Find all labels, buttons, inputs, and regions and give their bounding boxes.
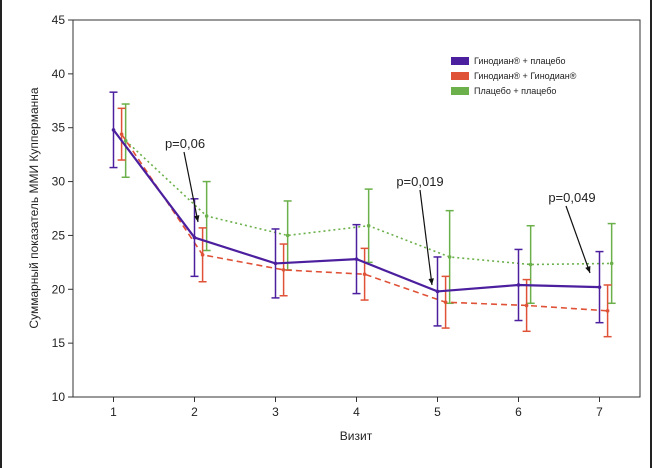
data-point — [273, 261, 278, 266]
legend-label-ginodian-placebo: Гинодиан® + плацебо — [474, 56, 566, 66]
data-point — [447, 255, 452, 259]
x-tick-label: 6 — [515, 405, 522, 419]
series-layer — [109, 91, 616, 338]
y-tick-label: 25 — [52, 228, 66, 242]
data-point — [123, 138, 128, 143]
series-0 — [109, 91, 604, 327]
y-axis: 10 15 20 25 30 35 40 45 — [52, 13, 73, 404]
p-value-label: p=0,049 — [548, 190, 595, 205]
y-tick-label: 10 — [52, 390, 66, 404]
x-axis: 1 2 3 4 5 6 7 — [110, 397, 603, 419]
annotation-layer: p=0,06 p=0,019 p=0,049 — [165, 136, 596, 286]
data-point — [200, 253, 205, 257]
legend-label-ginodian-ginodian: Гинодиан® + Гинодиан® — [474, 71, 577, 81]
x-tick-label: 1 — [110, 405, 117, 419]
annotation-arrow — [565, 205, 591, 274]
y-tick-label: 35 — [52, 121, 66, 135]
data-point — [528, 262, 533, 267]
y-tick-label: 45 — [52, 13, 66, 27]
series-1 — [117, 107, 612, 338]
legend: Гинодиан® + плацебо Гинодиан® + Гинодиан… — [451, 56, 577, 96]
x-tick-label: 7 — [596, 405, 603, 419]
x-tick-label: 5 — [434, 405, 441, 419]
y-tick-label: 20 — [52, 282, 66, 296]
series-2 — [121, 103, 616, 305]
y-tick-label: 15 — [52, 336, 66, 350]
data-point — [597, 285, 602, 289]
y-tick-label: 30 — [52, 175, 66, 189]
data-point — [516, 283, 521, 287]
data-point — [435, 289, 440, 294]
data-point — [524, 303, 529, 308]
legend-swatch-ginodian-ginodian — [451, 72, 469, 80]
annotation-arrowhead — [194, 215, 200, 222]
annotation-arrowhead — [428, 278, 434, 285]
x-tick-label: 4 — [353, 405, 360, 419]
data-point — [362, 272, 367, 277]
data-point — [204, 214, 209, 218]
plot-area — [72, 19, 641, 398]
annotation-arrowhead — [585, 266, 591, 273]
annotation-arrow — [419, 189, 433, 286]
data-point — [354, 257, 359, 261]
p-value-label: p=0,019 — [396, 174, 443, 189]
data-point — [605, 309, 610, 313]
data-point — [443, 300, 448, 305]
legend-swatch-placebo-placebo — [451, 87, 469, 95]
data-point — [281, 268, 286, 272]
y-tick-label: 40 — [52, 67, 66, 81]
data-point — [366, 223, 371, 228]
data-point — [609, 261, 614, 266]
legend-label-placebo-placebo: Плацебо + плацебо — [474, 86, 556, 96]
x-axis-label: Визит — [340, 429, 373, 443]
data-point — [111, 128, 116, 132]
x-tick-label: 3 — [272, 405, 279, 419]
data-point — [285, 233, 290, 238]
annotation-arrow — [183, 151, 199, 223]
x-tick-label: 2 — [191, 405, 198, 419]
data-point — [192, 235, 197, 240]
y-axis-label: Суммарный показатель ММИ Купперманна — [27, 87, 41, 328]
p-value-label: p=0,06 — [165, 136, 205, 151]
data-point — [119, 132, 124, 136]
legend-swatch-ginodian-placebo — [451, 57, 469, 65]
